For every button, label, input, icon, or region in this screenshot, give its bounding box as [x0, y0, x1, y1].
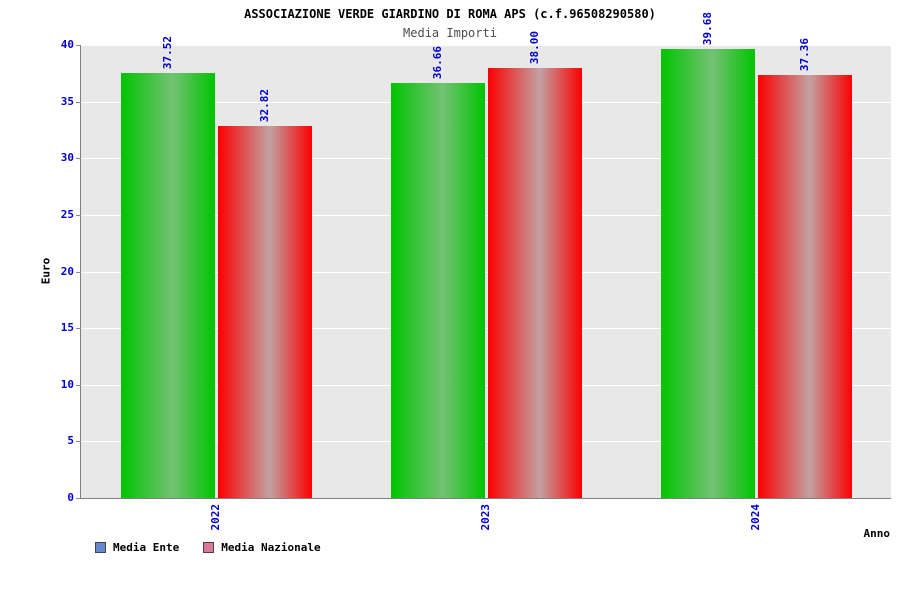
bar-media-nazionale-2022: [217, 126, 312, 498]
legend: Media Ente Media Nazionale: [95, 541, 321, 554]
gridline-15: [81, 328, 891, 330]
y-tick-label-15: 15: [60, 321, 74, 335]
y-tick-label-10: 10: [60, 377, 74, 391]
y-tick-label-0: 0: [67, 491, 74, 504]
bar-value-label-wrap: 37.52: [121, 36, 215, 69]
bar-media-ente-2024: [660, 48, 755, 498]
chart-title: ASSOCIAZIONE VERDE GIARDINO DI ROMA APS …: [244, 7, 656, 21]
gridline-10: [81, 384, 891, 386]
legend-label-media-nazionale: Media Nazionale: [221, 541, 321, 554]
bar-value-label: 37.36: [798, 37, 811, 71]
gridline-25: [81, 214, 891, 216]
bar-value-label: 36.66: [431, 45, 444, 79]
bar-value-label-wrap: 32.82: [218, 89, 312, 122]
legend-swatch-media-nazionale: [203, 542, 215, 553]
bar-media-ente-2023: [390, 82, 485, 498]
x-axis-label: Anno: [863, 527, 891, 540]
bar-value-label-wrap: 36.66: [391, 46, 485, 79]
x-tick-wrap: 2023: [465, 504, 505, 531]
bar-value-label: 32.82: [258, 89, 271, 123]
x-tick-wrap: 2022: [195, 504, 235, 531]
gridline-40: [81, 45, 891, 46]
plot-area: 37.52 32.82 36.66 38.00 39.68 37.36: [80, 12, 891, 499]
y-tick-label-30: 30: [60, 151, 74, 165]
legend-item-media-nazionale: Media Nazionale: [203, 541, 321, 554]
bar-value-label-wrap: 37.36: [758, 38, 852, 71]
legend-label-media-ente: Media Ente: [113, 541, 180, 554]
y-tick-label-5: 5: [67, 434, 74, 448]
y-tick-label-25: 25: [60, 207, 74, 221]
y-tick-label-35: 35: [60, 94, 74, 108]
x-tick-label-2024: 2024: [748, 504, 762, 531]
bar-media-ente-2022: [120, 73, 215, 498]
chart-subtitle: Media Importi: [403, 26, 497, 40]
y-axis-label: Euro: [39, 257, 53, 285]
gridline-35: [81, 101, 891, 103]
legend-item-media-ente: Media Ente: [95, 541, 179, 554]
x-tick-label-2023: 2023: [478, 504, 492, 531]
gridline-5: [81, 441, 891, 443]
gridline-20: [81, 271, 891, 273]
x-tick-label-2022: 2022: [208, 504, 222, 531]
bar-value-label: 37.52: [161, 35, 174, 70]
legend-swatch-media-ente: [95, 542, 106, 553]
gridline-30: [81, 158, 891, 160]
bar-media-nazionale-2024: [757, 74, 852, 498]
bar-media-nazionale-2023: [487, 67, 582, 498]
x-tick-wrap: 2024: [735, 504, 775, 531]
